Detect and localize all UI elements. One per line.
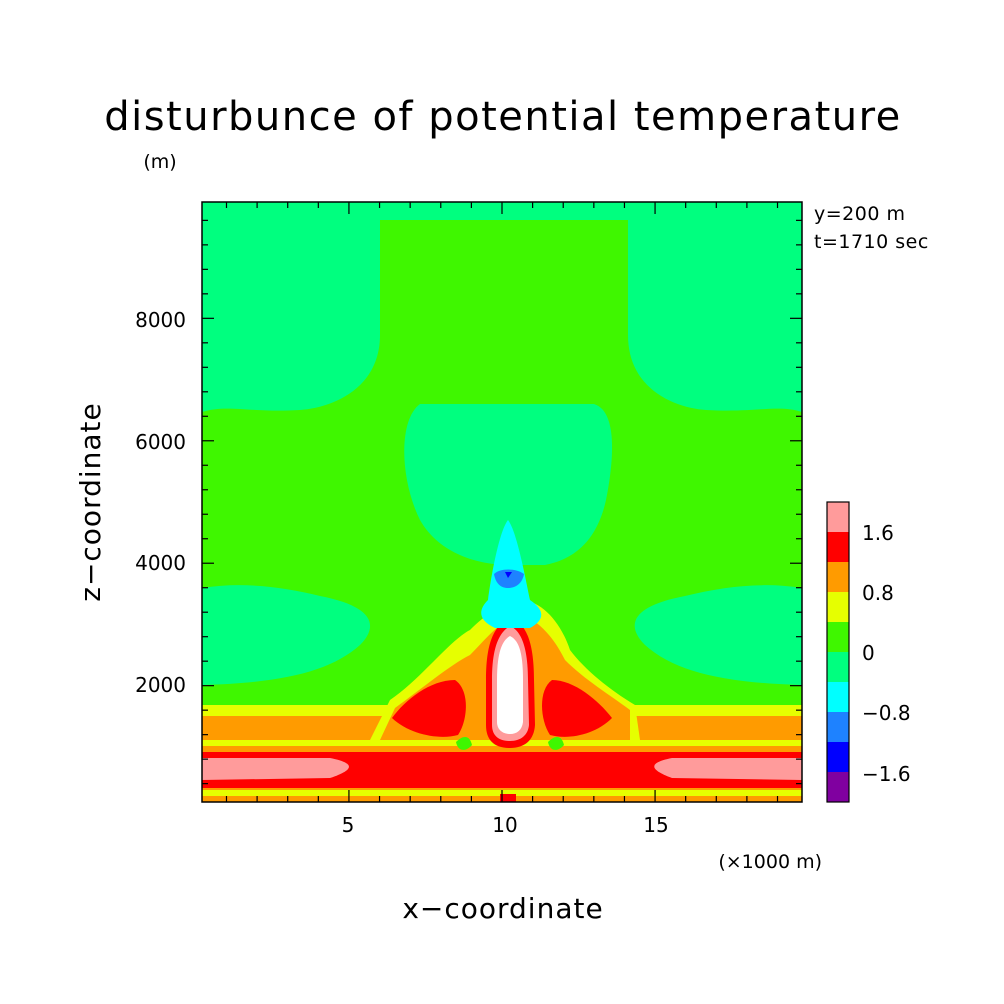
chart-title: disturbunce of potential temperature xyxy=(104,94,902,140)
left-low-lobe xyxy=(202,585,371,685)
colorbar-label: 1.6 xyxy=(862,521,894,545)
annotation-t: t=1710 sec xyxy=(814,231,929,253)
x-tick-label: 15 xyxy=(643,813,668,837)
contour-field xyxy=(202,202,802,802)
x-axis-label: x−coordinate xyxy=(402,892,603,925)
dark-blue-spot xyxy=(505,572,512,578)
mid-dome xyxy=(404,404,613,565)
colorbar-label: −1.6 xyxy=(862,762,911,786)
colorbar-cell xyxy=(827,562,849,592)
colorbar-cell xyxy=(827,592,849,622)
y-axis-label: z−coordinate xyxy=(74,402,107,602)
colorbar-cell xyxy=(827,742,849,772)
colorbar-cell xyxy=(827,772,849,802)
colorbar xyxy=(826,501,850,803)
upper-left-lobe xyxy=(202,202,380,412)
colorbar-cell xyxy=(827,682,849,712)
colorbar-cell xyxy=(827,532,849,562)
colorbar-cell xyxy=(827,502,849,532)
colorbar-label: 0 xyxy=(862,641,875,665)
colorbar-frame xyxy=(826,501,850,803)
y-tick-label: 6000 xyxy=(135,430,186,454)
pink-band-left xyxy=(202,758,349,780)
y-tick-label: 4000 xyxy=(135,551,186,575)
x-unit-label: (×1000 m) xyxy=(718,851,822,873)
green-pocket-right xyxy=(548,736,564,750)
green-pocket-left xyxy=(456,736,472,750)
annotation-y: y=200 m xyxy=(814,203,905,225)
x-tick-label: 5 xyxy=(342,813,355,837)
colorbar-label: 0.8 xyxy=(862,581,894,605)
x-tick-label: 10 xyxy=(492,813,517,837)
level-1.2-to-1.6 xyxy=(202,752,802,788)
y-tick-label: 2000 xyxy=(135,673,186,697)
upper-right-lobe xyxy=(628,202,802,412)
colorbar-cell xyxy=(827,652,849,682)
blue-cold-spot xyxy=(494,569,524,588)
surface-red-spot xyxy=(500,794,516,802)
core-white xyxy=(497,636,523,734)
right-red-lobe xyxy=(542,680,612,737)
y-tick-label: 8000 xyxy=(135,308,186,332)
top-band xyxy=(380,202,638,220)
y-unit-label: (m) xyxy=(143,151,176,173)
left-red-lobe xyxy=(392,680,466,737)
pink-band-right xyxy=(654,758,802,780)
right-low-lobe xyxy=(634,585,802,685)
colorbar-cell xyxy=(827,622,849,652)
axis-ticks xyxy=(202,202,802,802)
colorbar-label: −0.8 xyxy=(862,701,911,725)
colorbar-cell xyxy=(827,712,849,742)
